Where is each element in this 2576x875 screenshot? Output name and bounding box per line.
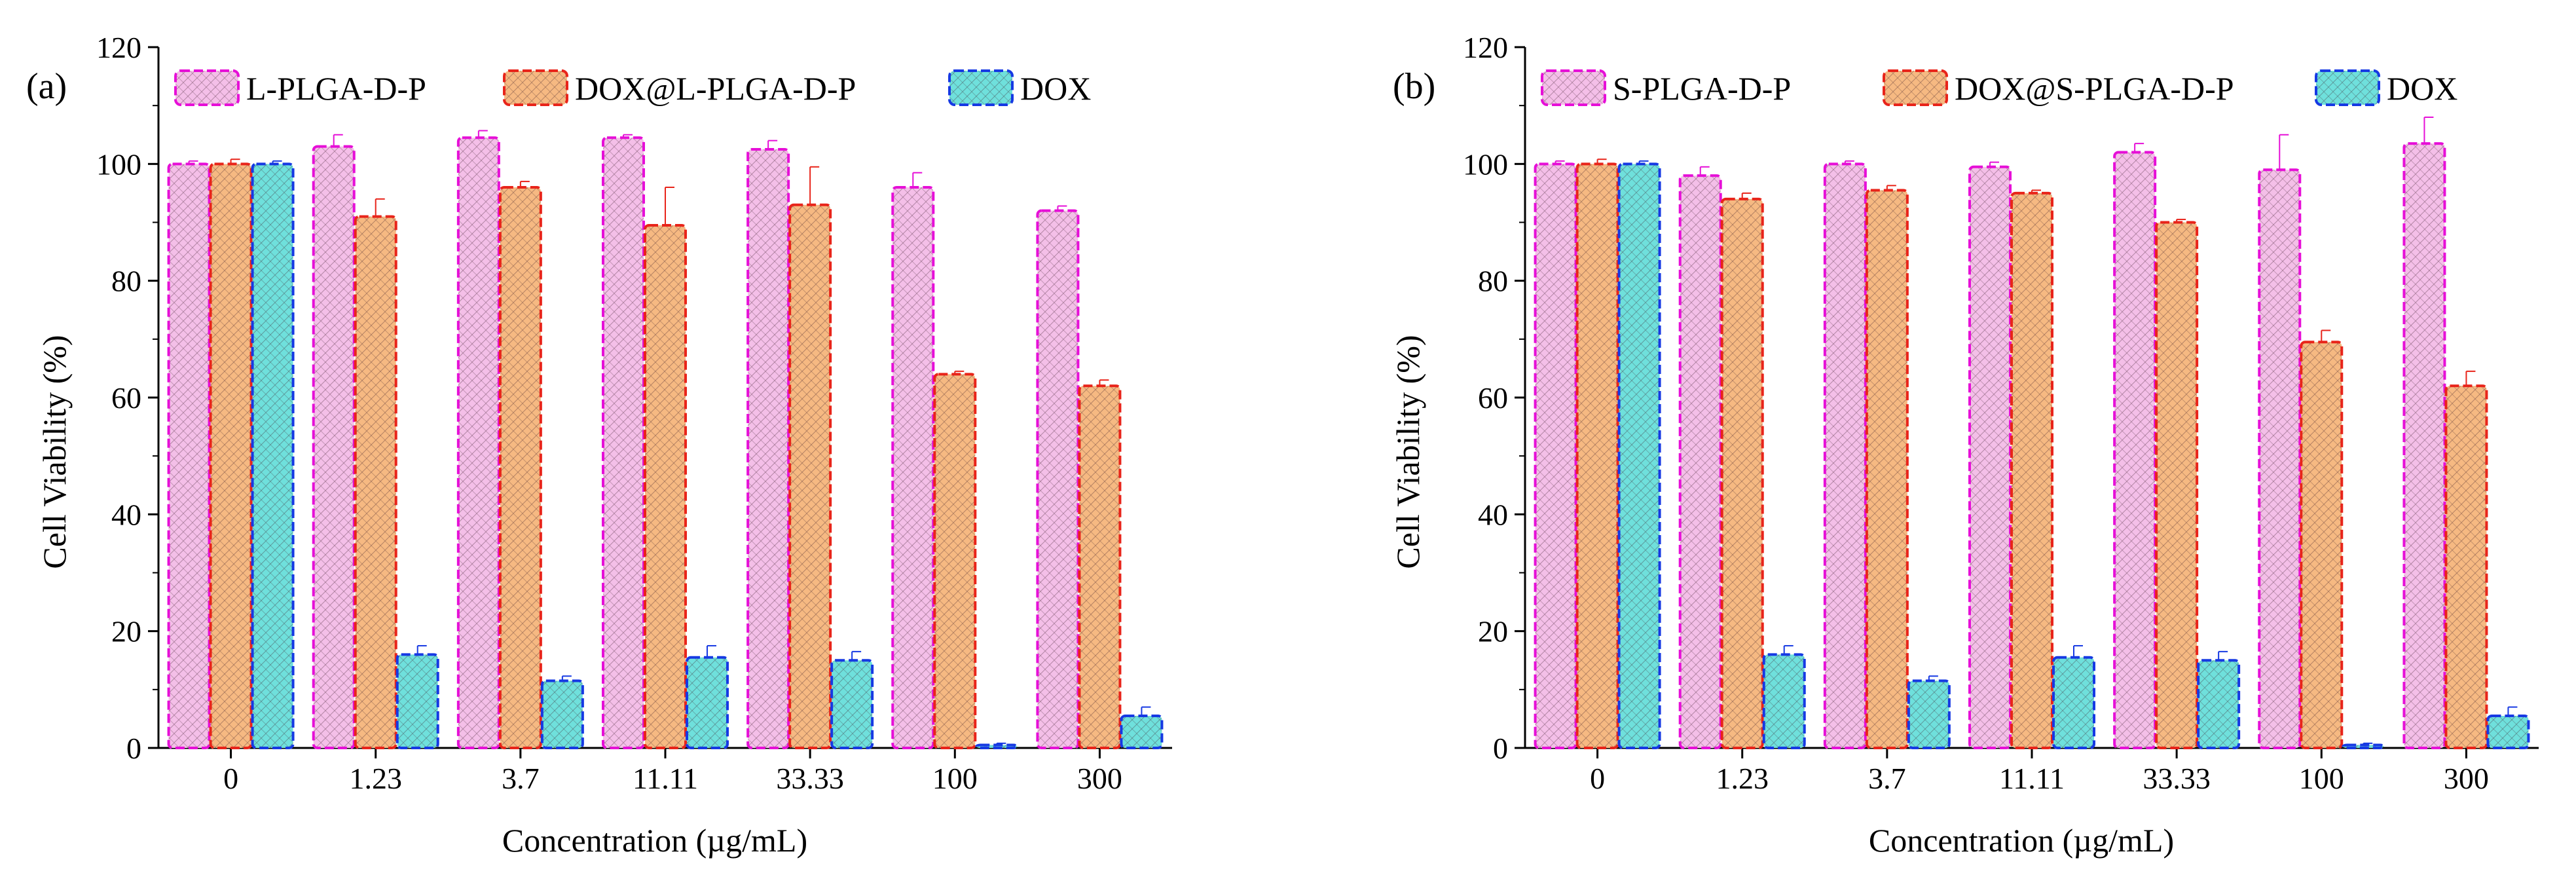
bar xyxy=(354,215,397,750)
bar xyxy=(1865,189,1909,750)
legend-swatch xyxy=(2315,69,2380,106)
bar xyxy=(1720,197,1764,750)
bar xyxy=(1617,162,1661,750)
bar xyxy=(746,148,790,749)
bar xyxy=(2010,191,2053,749)
bar xyxy=(1678,174,1722,749)
bar xyxy=(2444,384,2488,749)
bar xyxy=(686,656,729,750)
x-tick-label: 100 xyxy=(932,762,978,795)
x-tick-label: 1.23 xyxy=(349,762,402,795)
bar xyxy=(1120,714,1164,750)
x-tick-label: 0 xyxy=(1590,762,1605,795)
y-tick-label: 100 xyxy=(96,147,141,181)
bar xyxy=(788,203,832,749)
bar xyxy=(1823,162,1867,750)
bar xyxy=(2402,142,2446,749)
y-tick-label: 120 xyxy=(1463,31,1508,64)
x-tick-label: 33.33 xyxy=(2143,762,2211,795)
y-tick-label: 40 xyxy=(1478,498,1508,531)
bar xyxy=(1762,653,1806,749)
bar-chart-a: (a) Cell Viability (%) Concentration (µg… xyxy=(26,31,1172,859)
bar xyxy=(312,145,356,750)
y-tick-label: 20 xyxy=(111,615,141,648)
bar xyxy=(2113,151,2157,749)
y-axis-label: Cell Viability (%) xyxy=(1389,335,1426,568)
y-tick-label: 120 xyxy=(96,31,141,64)
y-tick-label: 60 xyxy=(111,381,141,415)
bar xyxy=(2486,714,2530,750)
y-tick-label: 80 xyxy=(1478,265,1508,298)
x-axis-label: Concentration (µg/mL) xyxy=(502,822,807,859)
y-axis-label: Cell Viability (%) xyxy=(36,335,73,568)
y-tick-label: 0 xyxy=(126,732,141,765)
y-tick-label: 20 xyxy=(1478,615,1508,648)
legend-swatch xyxy=(503,69,568,106)
y-tick-label: 0 xyxy=(1493,732,1508,765)
x-tick-label: 300 xyxy=(2444,762,2489,795)
bar xyxy=(2155,221,2199,749)
bar xyxy=(933,373,977,749)
bar xyxy=(1907,679,1951,750)
bar xyxy=(2197,659,2241,749)
y-tick-label: 100 xyxy=(1463,147,1508,181)
legend-label: S-PLGA-D-P xyxy=(1613,70,1791,107)
bar xyxy=(975,743,1019,749)
legend-label: DOX xyxy=(1020,70,1091,107)
y-tick-label: 60 xyxy=(1478,381,1508,415)
x-tick-label: 100 xyxy=(2299,762,2344,795)
legend-label: L-PLGA-D-P xyxy=(246,70,426,107)
bar xyxy=(540,679,584,750)
bar-chart-b: (b) Cell Viability (%) Concentration (µg… xyxy=(1389,31,2539,859)
bar xyxy=(602,136,645,750)
x-tick-label: 300 xyxy=(1077,762,1122,795)
x-tick-label: 11.11 xyxy=(1999,762,2065,795)
bar xyxy=(2342,743,2385,749)
bar xyxy=(2258,168,2302,749)
x-tick-label: 33.33 xyxy=(776,762,844,795)
x-tick-label: 11.11 xyxy=(633,762,698,795)
legend-swatch xyxy=(1541,69,1606,106)
plot-area: 0 20 40 60 80 100 120 0 1.23 3.7 11.11 33.33 100 300 S… xyxy=(1463,31,2539,795)
bar xyxy=(891,186,935,749)
bar xyxy=(1534,162,1577,750)
y-tick-label: 40 xyxy=(111,498,141,531)
bar xyxy=(1968,165,2012,749)
chart-panel-b: (b) Cell Viability (%) Concentration (µg… xyxy=(1288,0,2576,875)
plot-area: 0 20 40 60 80 100 120 0 1.23 3.7 11.11 33.33 100 300 L… xyxy=(96,31,1172,795)
legend-swatch xyxy=(1883,69,1948,106)
x-axis-label: Concentration (µg/mL) xyxy=(1869,822,2174,859)
legend-label: DOX@S-PLGA-D-P xyxy=(1955,70,2234,107)
y-tick-label: 80 xyxy=(111,265,141,298)
bar xyxy=(2300,341,2344,749)
legend-swatch xyxy=(948,69,1014,106)
panel-label: (b) xyxy=(1393,66,1435,107)
bar xyxy=(456,136,500,750)
chart-panel-a: (a) Cell Viability (%) Concentration (µg… xyxy=(26,31,1172,859)
x-tick-label: 1.23 xyxy=(1716,762,1769,795)
bar xyxy=(1575,162,1619,750)
legend-swatch xyxy=(174,69,240,106)
legend-label: DOX xyxy=(2387,70,2457,107)
x-tick-label: 3.7 xyxy=(502,762,540,795)
bar xyxy=(1078,384,1122,749)
legend-label: DOX@L-PLGA-D-P xyxy=(575,70,856,107)
bar xyxy=(167,162,211,750)
x-tick-label: 3.7 xyxy=(1868,762,1906,795)
bar xyxy=(644,223,687,750)
bar xyxy=(251,162,295,750)
bar xyxy=(209,162,253,750)
bar xyxy=(498,186,542,749)
x-tick-label: 0 xyxy=(223,762,238,795)
panel-label: (a) xyxy=(26,66,67,107)
bar xyxy=(830,659,874,749)
bar xyxy=(396,653,439,749)
bar xyxy=(2052,656,2095,750)
bar xyxy=(1036,209,1080,749)
